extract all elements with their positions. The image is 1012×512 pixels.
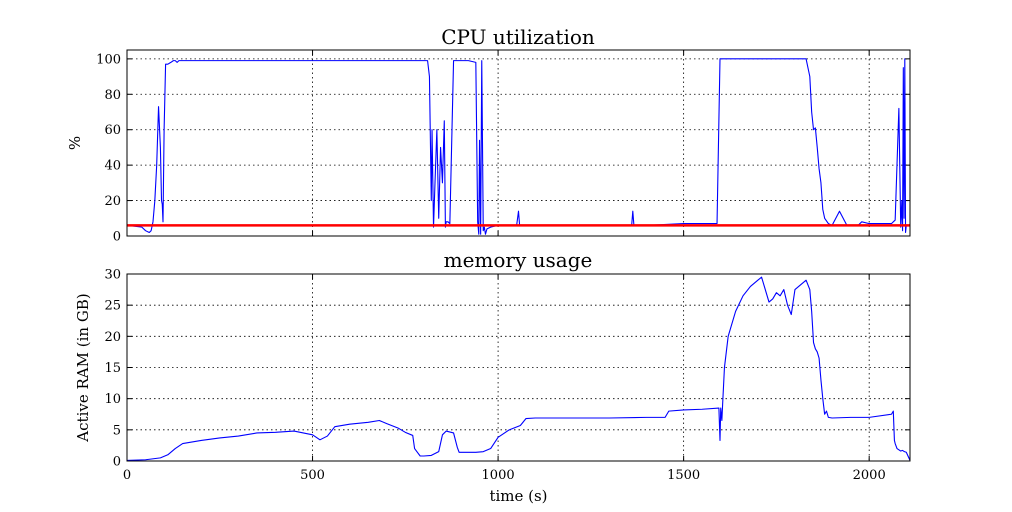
x-tick-label: 1500 [667, 468, 700, 483]
y-tick-label: 40 [104, 159, 121, 174]
y-tick-label: 0 [113, 455, 121, 470]
x-tick-label: 500 [300, 468, 325, 483]
y-tick-label: 15 [104, 361, 121, 376]
y-axis-label: Active RAM (in GB) [74, 293, 92, 442]
y-tick-label: 80 [104, 88, 121, 103]
x-tick-label: 1000 [482, 468, 515, 483]
y-tick-label: 20 [104, 194, 121, 209]
x-tick-labels: 0 500 1000 1500 2000 [123, 468, 886, 483]
plot-frame [126, 49, 911, 237]
y-tick-label: 10 [104, 392, 121, 407]
plot-title: memory usage [444, 248, 593, 272]
y-tick-labels: 0 5 10 15 20 25 30 [104, 268, 121, 470]
y-tick-label: 0 [113, 230, 121, 245]
series-line [127, 58, 910, 235]
y-tick-label: 60 [104, 123, 121, 138]
x-axis-label: time (s) [489, 487, 547, 505]
data-series [127, 58, 910, 235]
data-series [127, 276, 910, 461]
y-tick-label: 5 [113, 423, 121, 438]
series-line [127, 276, 910, 461]
y-tick-label: 30 [104, 268, 121, 283]
x-tick-label: 2000 [853, 468, 886, 483]
memory-usage-plot: memory usage 0 5 10 15 20 25 30 0 500 1000 1500 20… [74, 248, 911, 505]
y-tick-label: 100 [96, 52, 121, 67]
axis-ticks [126, 50, 910, 237]
cpu-utilization-plot: CPU utilization 0 20 40 60 80 100 % [66, 25, 911, 245]
x-tick-label: 0 [123, 468, 131, 483]
y-axis-label: % [66, 136, 84, 150]
y-tick-label: 20 [104, 330, 121, 345]
plot-frame [126, 273, 911, 462]
y-tick-label: 25 [104, 299, 121, 314]
grid-lines [127, 274, 910, 461]
grid-lines [127, 50, 910, 236]
plot-title: CPU utilization [441, 25, 595, 49]
y-tick-labels: 0 20 40 60 80 100 [96, 52, 121, 244]
